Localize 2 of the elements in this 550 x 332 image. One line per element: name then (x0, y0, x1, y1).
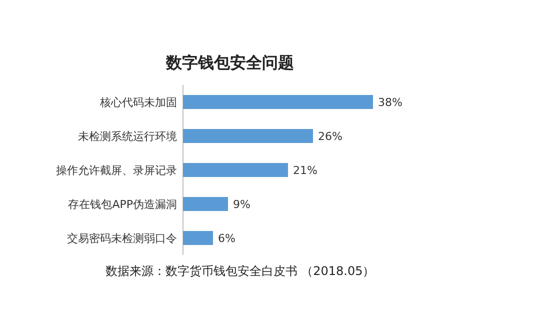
title: 数字钱包安全问题 (166, 53, 294, 72)
annotation: 数据来源：数字货币钱包安全白皮书 （2018.05） (105, 264, 375, 278)
